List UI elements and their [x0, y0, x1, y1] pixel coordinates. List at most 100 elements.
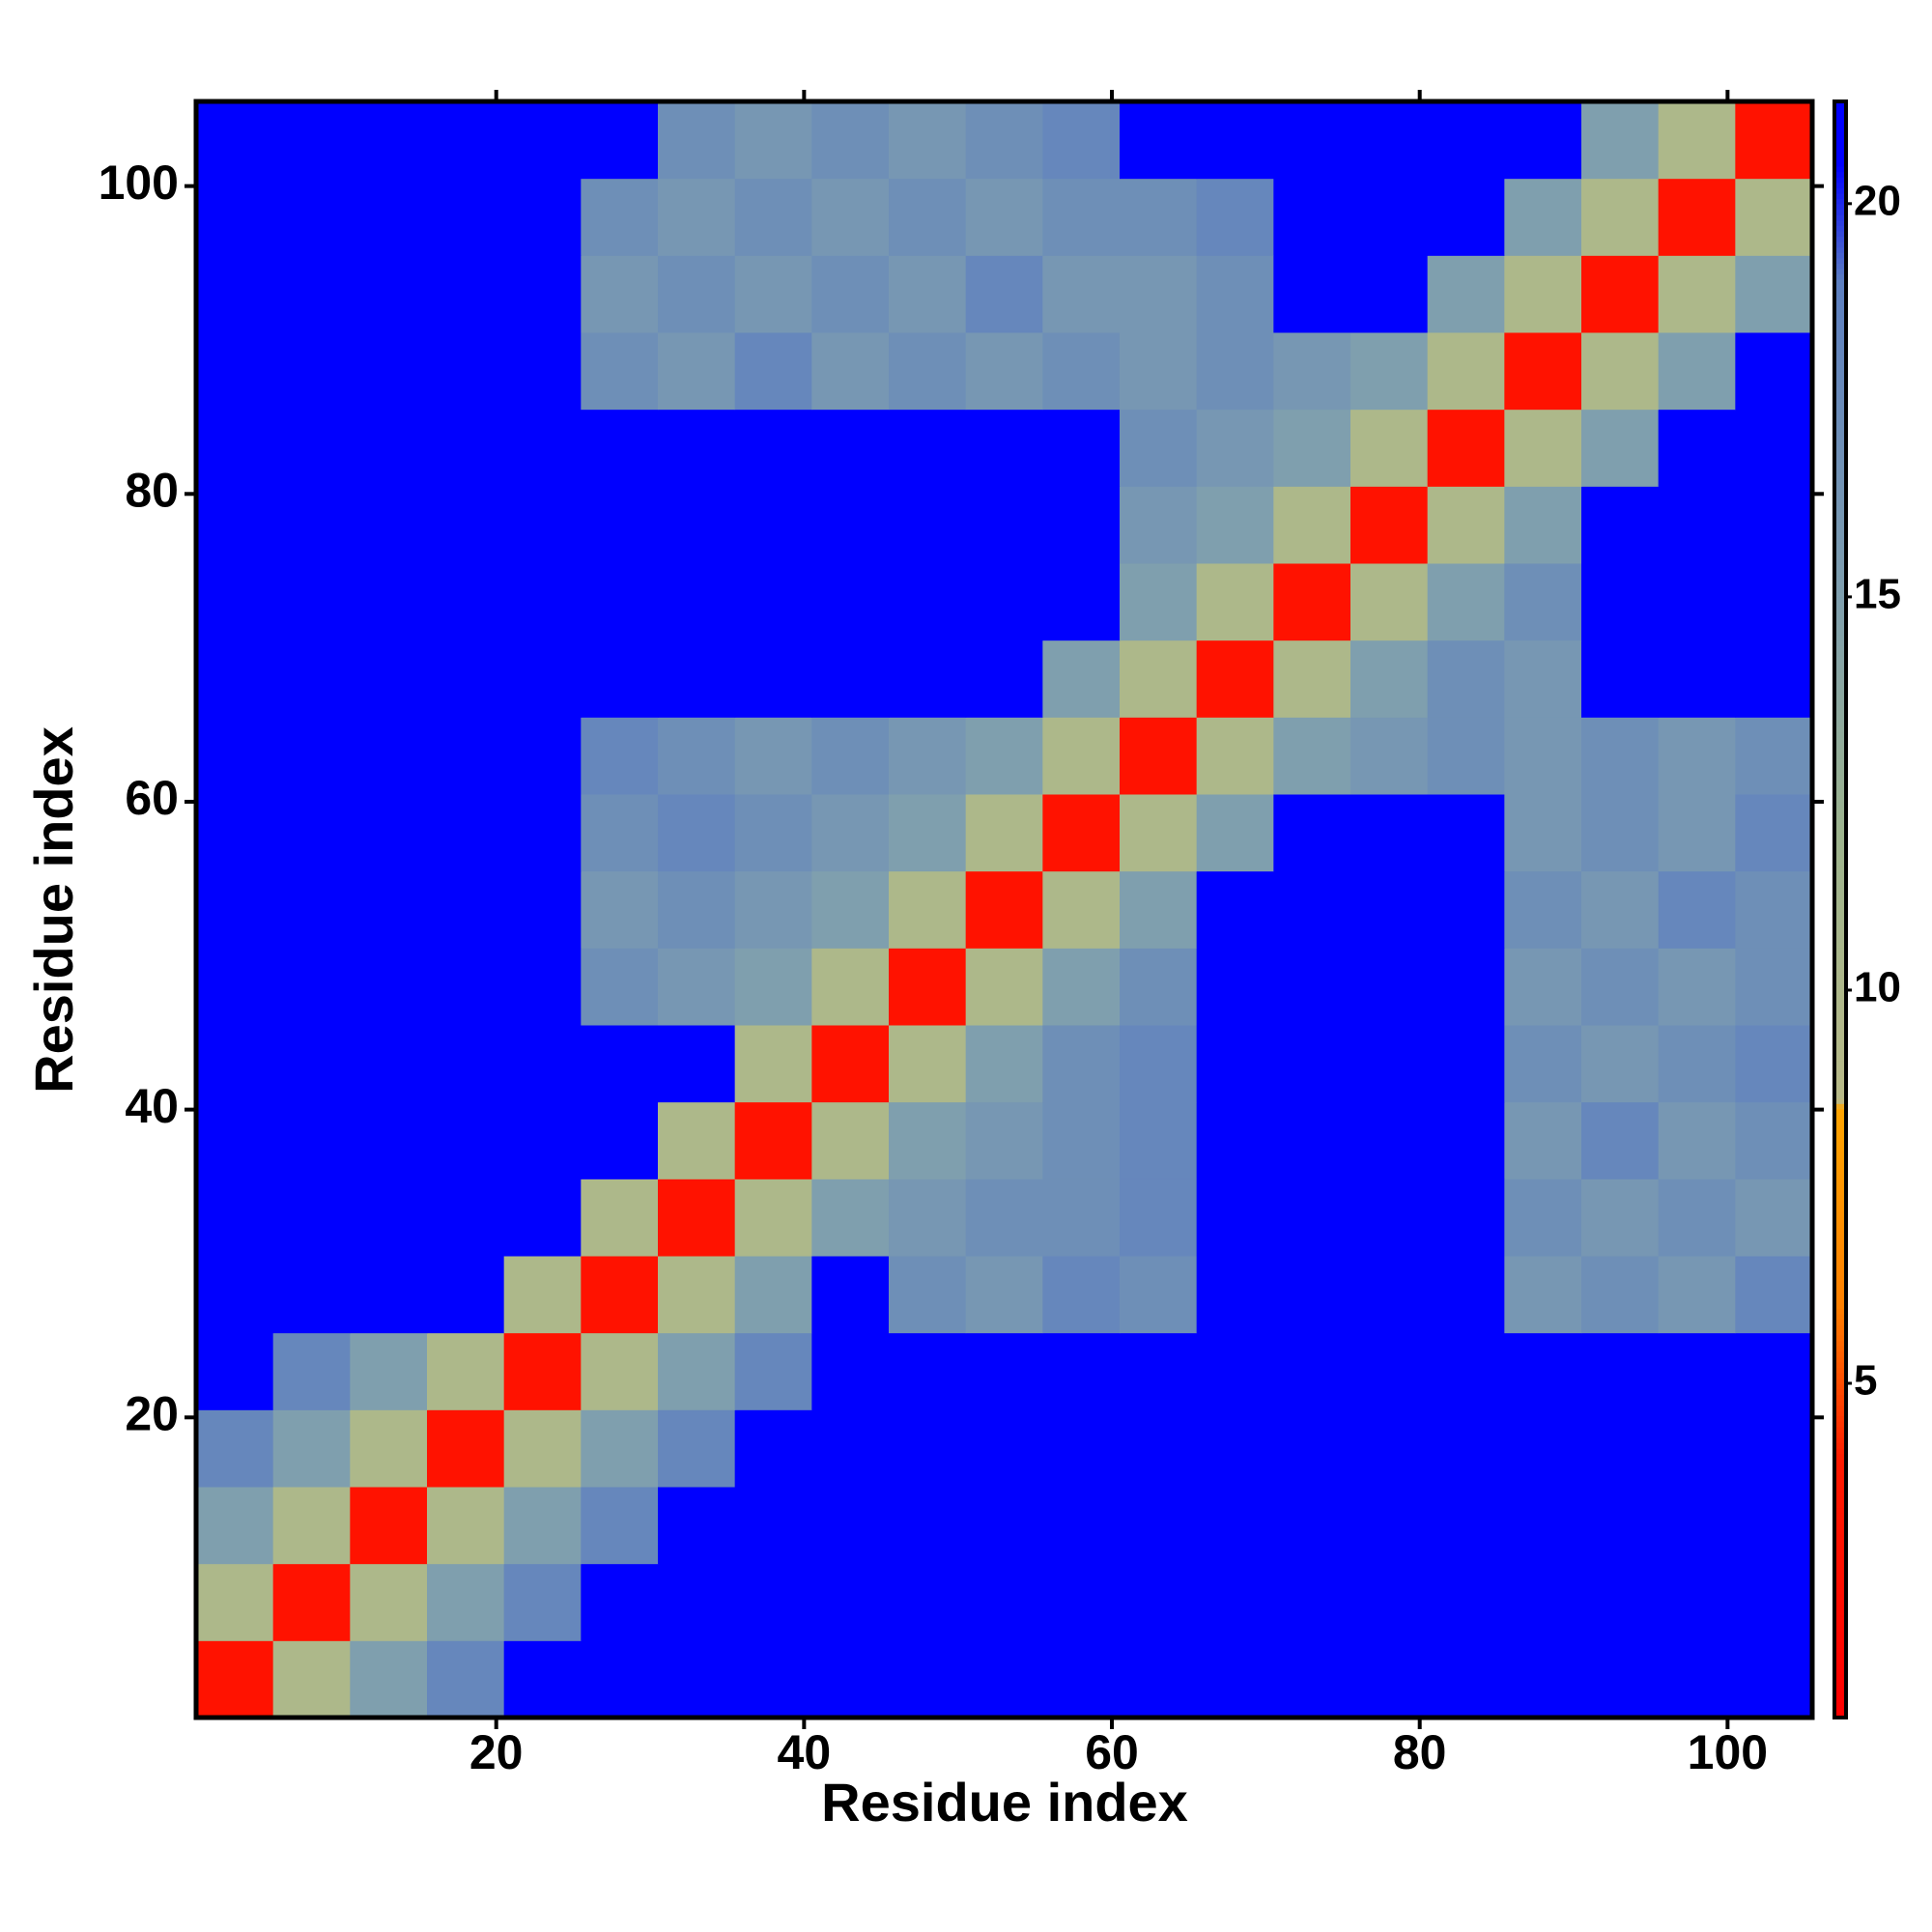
- heatmap-cell: [196, 870, 274, 949]
- colorbar-slice: [1834, 1609, 1846, 1616]
- colorbar-slice: [1834, 683, 1846, 690]
- x-tick-label: 20: [469, 1725, 524, 1779]
- heatmap-cell: [1120, 1409, 1198, 1488]
- colorbar-slice: [1834, 1151, 1846, 1158]
- colorbar-slice: [1834, 888, 1846, 895]
- colorbar-slice: [1834, 871, 1846, 878]
- heatmap-cell: [1350, 178, 1429, 256]
- colorbar-slice: [1834, 1179, 1846, 1185]
- heatmap-cell: [734, 563, 812, 641]
- heatmap-cell: [811, 1256, 890, 1334]
- colorbar-slice: [1834, 748, 1846, 754]
- heatmap-cell: [1196, 948, 1274, 1026]
- colorbar-slice: [1834, 499, 1846, 506]
- heatmap-cell: [1042, 1025, 1121, 1103]
- heatmap-cell: [1350, 1179, 1429, 1257]
- colorbar-slice: [1834, 1103, 1846, 1110]
- heatmap-cell: [965, 1256, 1043, 1334]
- colorbar-slice: [1834, 435, 1846, 441]
- heatmap-cell: [1273, 1487, 1351, 1565]
- heatmap-cell: [658, 639, 736, 718]
- colorbar-slice: [1834, 1286, 1846, 1293]
- heatmap-cell: [196, 178, 274, 256]
- colorbar-slice: [1834, 392, 1846, 399]
- heatmap-cell: [350, 1409, 428, 1488]
- heatmap-cell: [503, 1487, 582, 1565]
- heatmap-cell: [811, 1640, 890, 1719]
- colorbar-slice: [1834, 128, 1846, 135]
- heatmap-cell: [427, 1025, 505, 1103]
- heatmap-cell: [427, 1563, 505, 1641]
- colorbar-slice: [1834, 1227, 1846, 1234]
- heatmap-cell: [427, 1101, 505, 1179]
- colorbar-slice: [1834, 1572, 1846, 1578]
- colorbar-slice: [1834, 915, 1846, 922]
- colorbar-slice: [1834, 1367, 1846, 1374]
- heatmap-cell: [1581, 717, 1660, 795]
- colorbar-slice: [1834, 1604, 1846, 1611]
- heatmap-cell: [196, 1179, 274, 1257]
- heatmap-cell: [965, 101, 1043, 180]
- heatmap-cell: [196, 255, 274, 333]
- colorbar-slice: [1834, 790, 1846, 797]
- colorbar-slice: [1834, 828, 1846, 836]
- heatmap-cell: [889, 1101, 967, 1179]
- colorbar-slice: [1834, 903, 1846, 911]
- heatmap-cell: [1273, 1640, 1351, 1719]
- colorbar-slice: [1834, 785, 1846, 792]
- heatmap-cell: [1273, 486, 1351, 564]
- heatmap-cell: [272, 101, 351, 180]
- heatmap-cell: [581, 1640, 659, 1719]
- heatmap-cell: [1581, 1409, 1660, 1488]
- heatmap-cell: [1581, 486, 1660, 564]
- heatmap-cell: [811, 948, 890, 1026]
- colorbar-slice: [1834, 106, 1846, 113]
- heatmap-cell: [1658, 1563, 1736, 1641]
- colorbar-slice: [1834, 376, 1846, 383]
- heatmap-cell: [1120, 332, 1198, 411]
- colorbar-slice: [1834, 349, 1846, 355]
- heatmap-cell: [272, 1101, 351, 1179]
- heatmap-cell: [1427, 794, 1505, 872]
- heatmap-cell: [1350, 1101, 1429, 1179]
- colorbar-slice: [1834, 715, 1846, 722]
- heatmap-cell: [350, 255, 428, 333]
- colorbar-slice: [1834, 990, 1846, 997]
- heatmap-cell: [581, 794, 659, 872]
- colorbar-slice: [1834, 510, 1846, 518]
- heatmap-cell: [965, 1332, 1043, 1410]
- heatmap-cell: [1658, 409, 1736, 487]
- heatmap-cell: [1196, 255, 1274, 333]
- heatmap-cell: [503, 639, 582, 718]
- colorbar-slice: [1834, 317, 1846, 324]
- heatmap-cell: [889, 563, 967, 641]
- colorbar-slice: [1834, 171, 1846, 178]
- heatmap-cell: [1658, 1640, 1736, 1719]
- colorbar-slice: [1834, 322, 1846, 328]
- heatmap-cell: [1658, 717, 1736, 795]
- heatmap-cell: [350, 486, 428, 564]
- colorbar-slice: [1834, 1475, 1846, 1482]
- colorbar-slice: [1834, 516, 1846, 523]
- heatmap-cell: [658, 1179, 736, 1257]
- heatmap-cell: [811, 409, 890, 487]
- heatmap-cell: [272, 1563, 351, 1641]
- colorbar-slice: [1834, 1141, 1846, 1148]
- heatmap-cell: [1735, 1563, 1813, 1641]
- heatmap-cell: [811, 486, 890, 564]
- colorbar-slice: [1834, 252, 1846, 259]
- heatmap-cell: [1581, 332, 1660, 411]
- colorbar-slice: [1834, 1561, 1846, 1568]
- colorbar-slice: [1834, 602, 1846, 609]
- colorbar-slice: [1834, 1545, 1846, 1551]
- heatmap-cell: [350, 1487, 428, 1565]
- heatmap-cell: [1735, 101, 1813, 180]
- colorbar-slice: [1834, 801, 1846, 809]
- heatmap-cell: [350, 870, 428, 949]
- heatmap-cell: [503, 563, 582, 641]
- colorbar-slice: [1834, 1469, 1846, 1476]
- colorbar-slice: [1834, 1313, 1846, 1320]
- heatmap-cell: [196, 101, 274, 180]
- heatmap-cell: [1504, 1409, 1582, 1488]
- colorbar-slice: [1834, 133, 1846, 140]
